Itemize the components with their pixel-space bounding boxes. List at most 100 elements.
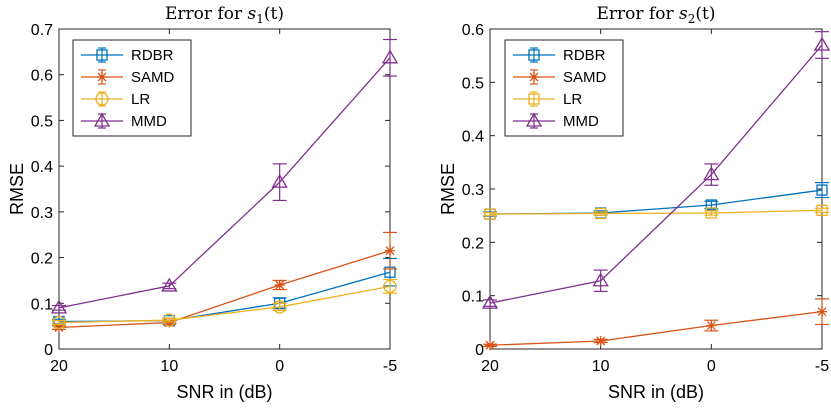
x-tick-label: 0 (275, 358, 284, 375)
legend-marker-lr (528, 93, 540, 105)
data-point-lr (52, 315, 66, 330)
x-axis-label: SNR in (dB) (608, 382, 704, 402)
y-tick-label: 0.2 (462, 235, 484, 252)
y-tick-label: 0 (44, 342, 53, 359)
data-point-lr (705, 207, 717, 219)
data-point-samd (706, 320, 717, 331)
legend-marker-rdbr (96, 49, 108, 61)
legend-item-samd: SAMD (513, 69, 607, 86)
data-point-mmd (703, 166, 720, 181)
x-tick-label: -5 (815, 358, 829, 375)
error-bar-mmd (383, 38, 397, 77)
data-point-samd (595, 336, 606, 346)
legend-marker-samd (97, 72, 107, 82)
data-point-samd-stroke (706, 321, 716, 330)
x-tick-label: 20 (481, 358, 499, 375)
series-line-lr (489, 209, 823, 215)
legend-item-mmd: MMD (81, 112, 167, 130)
y-axis-label: RMSE (7, 163, 27, 215)
y-tick-label: 0.5 (462, 75, 484, 92)
legend-item-rdbr: RDBR (81, 47, 174, 64)
data-point-samd (274, 280, 285, 290)
y-tick-label: 0.4 (462, 129, 484, 146)
legend-label-mmd: MMD (563, 113, 599, 130)
series-samd (483, 298, 829, 351)
chart-title: Error for s2(t) (597, 4, 716, 26)
legend-item-mmd: MMD (513, 112, 599, 130)
x-tick-label: 10 (592, 358, 610, 375)
y-tick-label: 0.5 (31, 113, 53, 130)
data-point-mmd (481, 294, 499, 309)
error-bar-lr (52, 320, 66, 325)
data-point-lr (816, 204, 828, 216)
y-tick-label: 0.3 (31, 205, 53, 222)
legend-marker-mmd (525, 112, 543, 127)
data-point-mmd (381, 49, 399, 64)
legend-label-lr: LR (563, 91, 582, 108)
legend-label-lr: LR (131, 91, 150, 108)
legend-marker-mmd (93, 112, 111, 127)
data-point-samd (817, 306, 827, 317)
series-line-samd (58, 250, 391, 329)
y-tick-label: 0.7 (31, 22, 53, 39)
error-bar-mmd (162, 282, 177, 290)
data-point-lr (162, 313, 176, 327)
error-bar-mmd (272, 163, 287, 202)
legend: RDBR SAMD LR MMD (72, 39, 192, 137)
x-axis-label: SNR in (dB) (176, 382, 272, 402)
x-tick-label: 0 (707, 358, 716, 375)
series-lr (483, 204, 829, 220)
series-line-mmd (489, 44, 823, 304)
legend-label-mmd: MMD (131, 113, 167, 130)
y-tick-label: 0 (475, 342, 484, 359)
data-point-samd-stroke (596, 336, 606, 346)
y-tick-label: 0.6 (462, 22, 484, 39)
legend-label-samd: SAMD (131, 69, 175, 86)
y-tick-label: 0.1 (31, 296, 53, 313)
data-point-mmd (161, 277, 178, 292)
legend-label-samd: SAMD (563, 69, 607, 86)
legend-marker-rdbr (528, 49, 540, 61)
data-point-samd (385, 245, 395, 256)
series-mmd (481, 31, 831, 309)
data-point-samd-stroke (275, 280, 285, 290)
data-point-rdbr (705, 199, 717, 211)
legend-label-rdbr: RDBR (563, 47, 606, 64)
legend-item-lr: LR (81, 91, 150, 108)
legend-marker-lr (95, 92, 109, 106)
data-point-lr (273, 300, 287, 314)
y-tick-label: 0.4 (31, 159, 53, 176)
data-point-mmd (592, 272, 609, 287)
error-bar-lr (383, 278, 397, 294)
legend-item-rdbr: RDBR (513, 47, 606, 64)
data-point-samd-stroke (817, 307, 827, 317)
chart-panel-2: 0 0.1 0.2 0.3 0.4 0.5 0.6 20 10 0 -5 SNR in (dB) RMS… (438, 4, 831, 402)
x-tick-label: 10 (160, 358, 178, 375)
series-line-samd (489, 311, 823, 346)
legend-marker-samd (529, 72, 539, 82)
data-point-lr (484, 208, 496, 220)
series-line-mmd (58, 57, 391, 309)
error-bar-mmd (483, 299, 497, 307)
data-point-lr (383, 279, 397, 294)
legend-box (504, 39, 624, 137)
data-point-samd-stroke (385, 246, 395, 256)
y-tick-label: 0.2 (31, 251, 53, 268)
error-bar-lr (162, 317, 177, 323)
legend-marker-samd-stroke (97, 72, 107, 82)
y-tick-label: 0.3 (462, 182, 484, 199)
legend-box (72, 39, 192, 137)
series-line-lr (58, 285, 391, 324)
legend: RDBR SAMD LR MMD (504, 39, 624, 137)
chart-panel-1: 0 0.1 0.2 0.3 0.4 0.5 0.6 0.7 20 10 0 -5 SNR in (dB)… (7, 4, 399, 402)
series-lr (52, 278, 397, 330)
y-tick-label: 0.6 (31, 68, 53, 85)
x-tick-label: -5 (383, 358, 397, 375)
chart-title: Error for s1(t) (165, 4, 284, 26)
data-point-samd (485, 340, 495, 351)
legend-marker-samd-stroke (529, 72, 539, 82)
error-bar-mmd (815, 31, 829, 59)
legend-item-samd: SAMD (81, 69, 175, 86)
data-point-samd-stroke (485, 340, 495, 350)
